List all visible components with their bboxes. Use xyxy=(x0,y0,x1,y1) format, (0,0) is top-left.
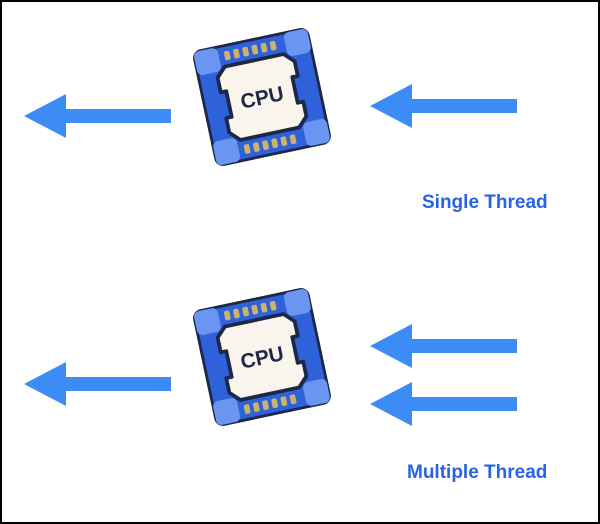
label-single-thread: Single Thread xyxy=(422,192,548,214)
diagram-frame: CPU Single Thread xyxy=(0,0,600,524)
label-multiple-thread: Multiple Thread xyxy=(407,462,547,484)
row-multiple-thread: CPU Multiple Thread xyxy=(2,282,598,512)
arrow-in-multi-2 xyxy=(362,374,522,434)
cpu-chip-single: CPU xyxy=(187,22,337,177)
arrow-out-multi xyxy=(16,354,176,414)
arrow-in-single xyxy=(362,76,522,136)
arrow-in-multi-1 xyxy=(362,316,522,376)
row-single-thread: CPU Single Thread xyxy=(2,22,598,222)
arrow-out-single xyxy=(16,86,176,146)
cpu-chip-multi: CPU xyxy=(187,282,337,437)
